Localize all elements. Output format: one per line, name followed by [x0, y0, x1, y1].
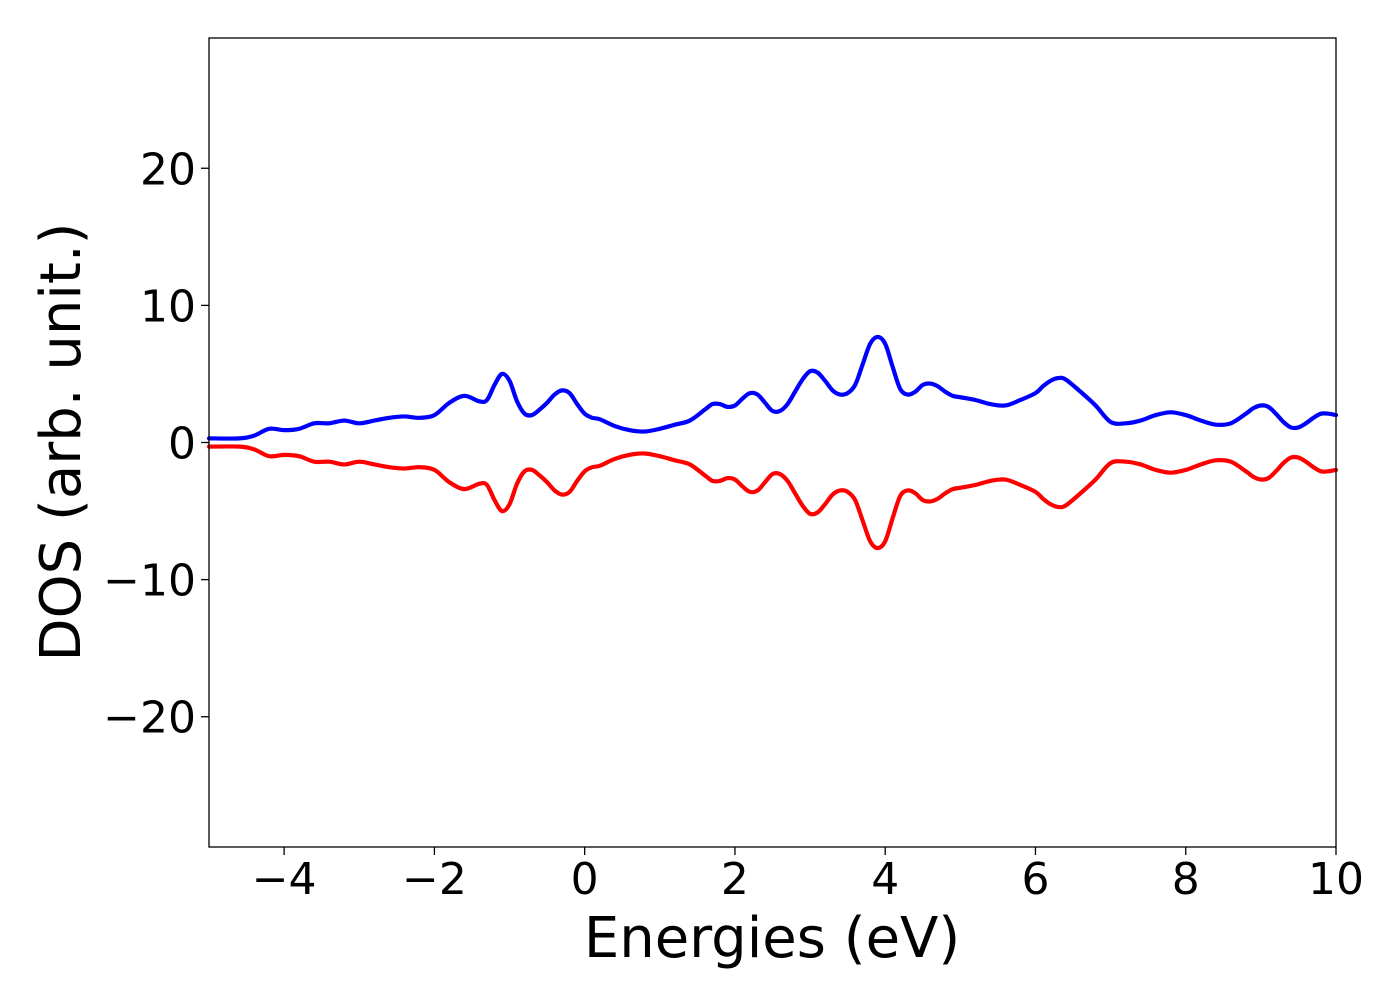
y-axis-ticks: −20 −10 0 10 20: [103, 144, 209, 744]
y-tick-label: 20: [140, 144, 196, 195]
x-axis-ticks: −4 −2 0 2 4 6 8 10: [252, 847, 1364, 905]
x-tick-label: −2: [402, 854, 467, 905]
x-tick-label: 4: [871, 854, 899, 905]
x-tick-label: 6: [1021, 854, 1049, 905]
plot-area: [209, 38, 1336, 847]
y-tick-label: −10: [103, 556, 196, 607]
y-axis-label: DOS (arb. unit.): [29, 222, 94, 661]
x-tick-label: −4: [252, 854, 317, 905]
y-tick-label: 0: [168, 419, 196, 470]
x-tick-label: 10: [1308, 854, 1364, 905]
series-line-2: [206, 444, 1339, 551]
x-tick-label: 0: [571, 854, 599, 905]
series-layer: [206, 334, 1339, 551]
x-axis-label: Energies (eV): [584, 906, 960, 971]
series-line-1: [206, 334, 1339, 441]
y-tick-label: −20: [103, 693, 196, 744]
y-tick-label: 10: [140, 281, 196, 332]
x-tick-label: 2: [721, 854, 749, 905]
x-tick-label: 8: [1172, 854, 1200, 905]
